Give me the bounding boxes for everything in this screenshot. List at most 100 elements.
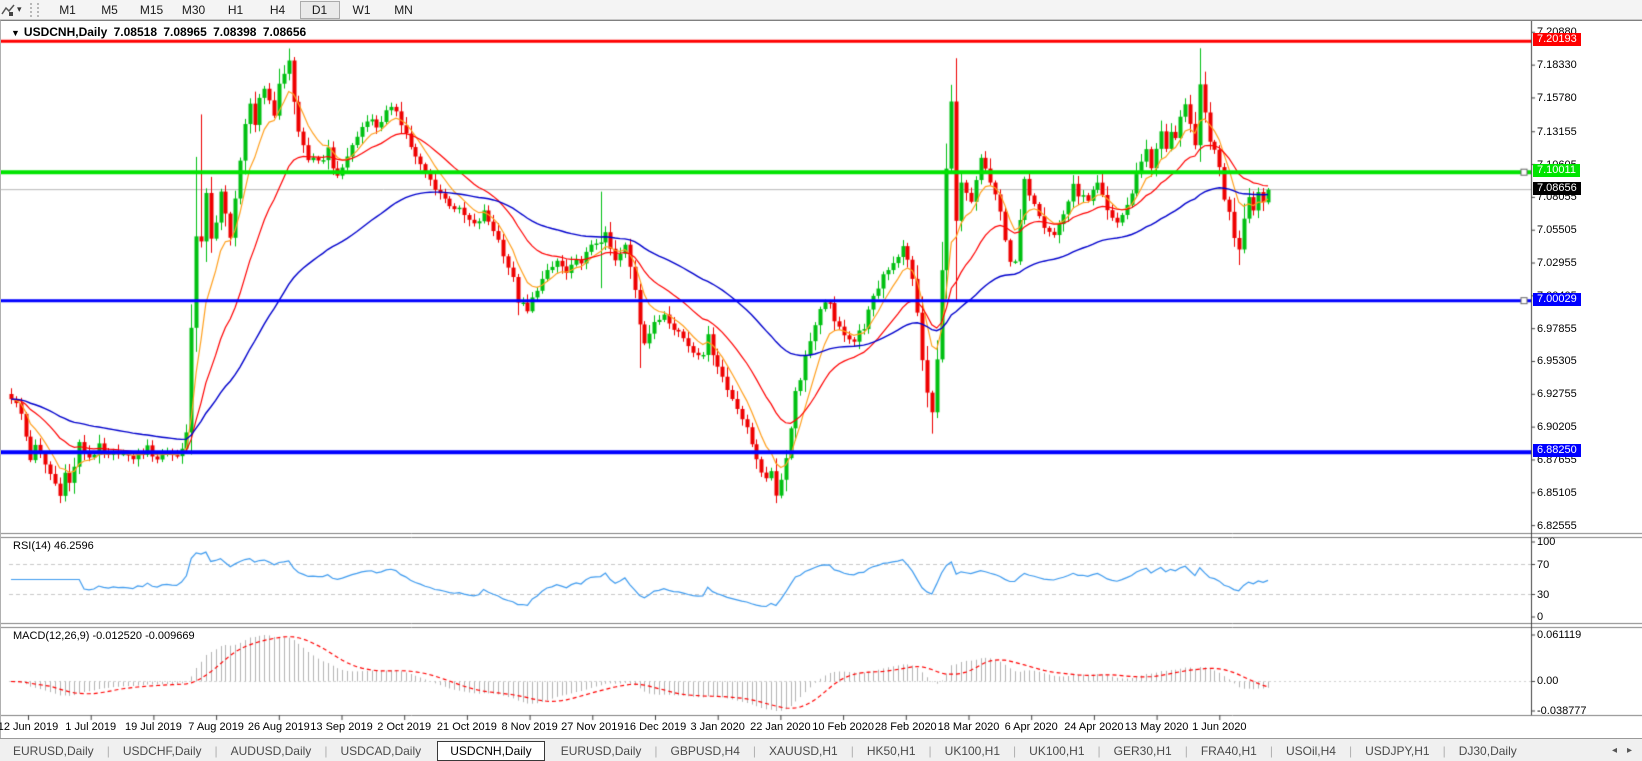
tab-scroll-arrows: ◂ ▸ <box>1612 745 1632 756</box>
tabs-scroll-right-icon[interactable]: ▸ <box>1626 745 1632 756</box>
macd-axis-tick: -0.038777 <box>1537 705 1587 717</box>
collapse-triangle-icon[interactable]: ▼ <box>11 28 20 38</box>
price-axis-tick: 7.13155 <box>1537 125 1577 138</box>
date-axis-tick: 10 Feb 2020 <box>812 721 874 733</box>
tab-separator: | <box>324 743 328 758</box>
tab-separator: | <box>1348 743 1353 758</box>
chart-tab-xauusd-h1[interactable]: XAUUSD,H1 <box>769 743 838 758</box>
tab-separator: | <box>1269 743 1273 758</box>
rsi-axis-tick: 0 <box>1537 611 1544 623</box>
timeframe-button-h1[interactable]: H1 <box>227 2 244 17</box>
timeframe-button-w1[interactable]: W1 <box>352 2 371 17</box>
tab-separator: | <box>106 743 110 758</box>
hline-price-label: 7.10011 <box>1533 164 1580 178</box>
macd-axis-tick: 0.061119 <box>1537 629 1582 641</box>
price-axis-tick: 7.02955 <box>1537 257 1577 270</box>
price-axis-tick: 6.97855 <box>1537 322 1577 335</box>
price-axis-tick: 6.95305 <box>1537 355 1577 368</box>
chart-tab-usdchf-daily[interactable]: USDCHF,Daily <box>122 743 202 758</box>
price-axis-tick: 7.15780 <box>1537 91 1577 104</box>
price-axis-tick: 6.82555 <box>1537 519 1577 532</box>
line-tool-icon[interactable] <box>1 3 15 17</box>
price-axis-tick: 7.18330 <box>1537 59 1577 72</box>
date-axis-tick: 24 Apr 2020 <box>1064 721 1124 733</box>
ohlc-open: 7.08518 <box>113 25 158 39</box>
date-axis-tick: 13 Sep 2019 <box>310 721 373 733</box>
tab-separator: | <box>1097 743 1101 758</box>
line-tool-dropdown-icon[interactable]: ▾ <box>17 4 22 14</box>
timeframe-button-m30[interactable]: M30 <box>181 2 206 17</box>
ohlc-high: 7.08965 <box>163 25 207 39</box>
chart-tab-uk100-h1[interactable]: UK100,H1 <box>944 743 1001 758</box>
tab-separator: | <box>654 743 658 758</box>
timeframe-button-mn[interactable]: MN <box>394 2 413 17</box>
chart-tab-usoil-h4[interactable]: USOil,H4 <box>1285 743 1336 758</box>
date-axis-tick: 27 Nov 2019 <box>561 721 624 733</box>
chart-tab-eurusd-daily[interactable]: EURUSD,Daily <box>560 743 642 758</box>
chart-tab-usdcnh-daily[interactable]: USDCNH,Daily <box>437 740 545 761</box>
date-axis-tick: 26 Aug 2019 <box>247 721 310 733</box>
toolbar-grip[interactable] <box>29 2 39 17</box>
date-axis-tick: 1 Jun 2020 <box>1192 721 1247 733</box>
chart-window: ▼ USDCNH,Daily 7.08518 7.08965 7.08398 7.… <box>0 20 1642 738</box>
tab-separator: | <box>1013 743 1017 758</box>
tabs-scroll-left-icon[interactable]: ◂ <box>1611 745 1617 756</box>
date-axis-tick: 22 Jan 2020 <box>750 721 811 733</box>
rsi-axis-tick: 30 <box>1537 588 1550 601</box>
chart-tab-fra40-h1[interactable]: FRA40,H1 <box>1200 743 1257 758</box>
date-axis-tick: 13 May 2020 <box>1124 721 1189 733</box>
tab-separator: | <box>214 743 218 758</box>
tab-separator: | <box>1442 743 1446 758</box>
date-axis-tick: 28 Feb 2020 <box>874 721 937 733</box>
rsi-label: RSI(14) 46.2596 <box>13 540 94 552</box>
date-axis-tick: 12 Jun 2019 <box>0 721 59 733</box>
chart-ohlc-header: ▼ USDCNH,Daily 7.08518 7.08965 7.08398 7.… <box>11 25 309 39</box>
timeframe-button-m5[interactable]: M5 <box>101 2 118 17</box>
date-axis-tick: 2 Oct 2019 <box>377 721 432 733</box>
chart-tab-uk100-h1[interactable]: UK100,H1 <box>1029 743 1085 758</box>
date-axis-tick: 6 Apr 2020 <box>1004 721 1058 733</box>
chart-tab-usdjpy-h1[interactable]: USDJPY,H1 <box>1365 743 1430 758</box>
timeframe-button-d1[interactable]: D1 <box>299 0 340 19</box>
ohlc-close: 7.08656 <box>262 25 307 39</box>
rsi-axis-tick: 100 <box>1537 536 1556 548</box>
date-axis-tick: 16 Dec 2019 <box>623 721 687 733</box>
timeframe-toolbar: ▾ M1 M5 M15 M30 H1 H4 D1 W1 MN <box>0 0 1642 20</box>
chart-tab-audusd-daily[interactable]: AUDUSD,Daily <box>230 743 312 758</box>
chart-tab-usdcad-daily[interactable]: USDCAD,Daily <box>340 743 422 758</box>
date-axis-tick: 3 Jan 2020 <box>690 721 745 733</box>
chart-tab-hk50-h1[interactable]: HK50,H1 <box>866 743 916 758</box>
chart-tabbar: EURUSD,Daily | USDCHF,Daily | AUDUSD,Daily | U… <box>0 738 1642 761</box>
current-price-label: 7.08656 <box>1533 181 1581 195</box>
ohlc-low: 7.08398 <box>213 25 257 39</box>
tab-separator: | <box>752 743 757 758</box>
date-axis-tick: 21 Oct 2019 <box>436 721 497 733</box>
price-axis-tick: 7.05505 <box>1537 224 1577 237</box>
chart-tabs: EURUSD,Daily | USDCHF,Daily | AUDUSD,Daily | U… <box>0 740 1530 761</box>
chart-tab-ger30-h1[interactable]: GER30,H1 <box>1113 743 1172 758</box>
chart-symbol: USDCNH,Daily <box>23 25 108 39</box>
timeframe-button-m1[interactable]: M1 <box>59 2 76 17</box>
chart-tab-eurusd-daily[interactable]: EURUSD,Daily <box>13 743 94 758</box>
timeframe-button-m15[interactable]: M15 <box>139 2 164 17</box>
timeframe-buttons: M1 M5 M15 M30 H1 H4 D1 W1 MN <box>47 0 425 19</box>
macd-axis-tick: 0.00 <box>1537 675 1559 688</box>
hline-price-label: 7.00029 <box>1533 292 1581 306</box>
date-axis-tick: 18 Mar 2020 <box>937 721 1000 733</box>
price-axis-tick: 6.92755 <box>1537 388 1577 401</box>
macd-label: MACD(12,26,9) -0.012520 -0.009669 <box>13 630 195 642</box>
tab-separator: | <box>928 743 932 758</box>
hline-price-label: 7.20193 <box>1533 33 1581 47</box>
date-axis-tick: 8 Nov 2019 <box>501 721 558 733</box>
date-axis-tick: 7 Aug 2019 <box>188 721 244 733</box>
date-axis-tick: 1 Jul 2019 <box>65 721 117 733</box>
date-axis-tick: 19 Jul 2019 <box>124 721 182 733</box>
timeframe-button-h4[interactable]: H4 <box>269 2 286 17</box>
chart-tab-dj30-daily[interactable]: DJ30,Daily <box>1458 743 1517 758</box>
chart-tab-gbpusd-h4[interactable]: GBPUSD,H4 <box>670 743 740 758</box>
tab-separator: | <box>1184 743 1188 758</box>
hline-price-label: 6.88250 <box>1533 444 1581 458</box>
price-axis-tick: 6.85105 <box>1537 486 1577 499</box>
chart-canvas[interactable] <box>1 21 1642 738</box>
